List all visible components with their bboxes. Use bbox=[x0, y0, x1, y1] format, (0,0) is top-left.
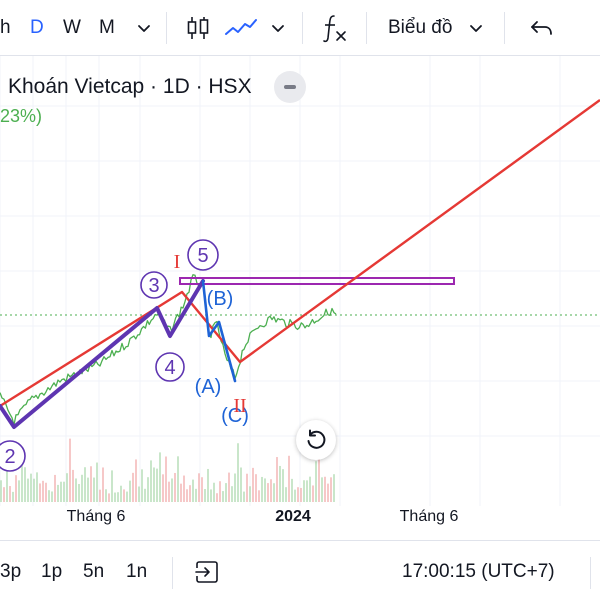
impulse-wave-line bbox=[0, 279, 205, 429]
formula-icon[interactable] bbox=[320, 12, 350, 44]
wave-label-c: (C) bbox=[221, 405, 249, 427]
bottom-toolbar: 3p 1p 5n 1n 17:00:15 (UTC+7) bbox=[0, 540, 600, 600]
svg-text:5: 5 bbox=[197, 245, 208, 267]
svg-text:3: 3 bbox=[148, 275, 159, 297]
chevron-down-icon[interactable] bbox=[134, 18, 154, 38]
interval-d-button[interactable]: D bbox=[30, 17, 44, 38]
range-5n-button[interactable]: 5n bbox=[83, 561, 105, 582]
toolbar-divider bbox=[302, 12, 303, 44]
clock-timezone[interactable]: 17:00:15 (UTC+7) bbox=[402, 561, 555, 582]
reset-chart-button[interactable] bbox=[296, 420, 336, 460]
time-axis-label: Tháng 6 bbox=[66, 508, 126, 525]
mark-i-label: I bbox=[174, 251, 181, 273]
chart-area[interactable]: 3 4 5 2 (B) (A) (C) I II Khoán Vietcap ·… bbox=[0, 56, 600, 540]
interval-w-button[interactable]: W bbox=[63, 17, 81, 38]
chart-type-dropdown[interactable]: Biểu đồ bbox=[388, 17, 453, 38]
toolbar-divider bbox=[172, 557, 173, 589]
toolbar-divider bbox=[504, 12, 505, 44]
line-chart-icon[interactable] bbox=[224, 14, 258, 42]
toolbar-divider bbox=[166, 12, 167, 44]
top-toolbar: h D W M Biểu đồ bbox=[0, 0, 600, 56]
resistance-zone bbox=[179, 277, 455, 285]
wave-label-5: 5 bbox=[187, 239, 219, 271]
interval-m-button[interactable]: M bbox=[99, 17, 115, 38]
time-axis-label: 2024 bbox=[275, 508, 311, 525]
price-chart[interactable]: 3 4 5 2 (B) (A) (C) I II bbox=[0, 56, 600, 540]
collapse-icon[interactable] bbox=[273, 71, 306, 103]
channel-line bbox=[0, 99, 600, 408]
range-1p-button[interactable]: 1p bbox=[41, 561, 63, 582]
price-change-percent: 23%) bbox=[0, 106, 43, 126]
wave-label-2: 2 bbox=[0, 440, 26, 472]
wave-label-3: 3 bbox=[140, 271, 168, 299]
wave-label-a: (A) bbox=[195, 376, 222, 398]
correction-wave-line bbox=[201, 279, 237, 383]
chevron-down-icon[interactable] bbox=[268, 18, 288, 38]
chart-grid bbox=[0, 56, 600, 506]
time-axis-label: Tháng 6 bbox=[399, 508, 459, 525]
candlestick-icon[interactable] bbox=[184, 14, 212, 42]
symbol-title[interactable]: Khoán Vietcap · 1D · HSX bbox=[8, 75, 252, 98]
wave-label-4: 4 bbox=[155, 352, 185, 382]
toolbar-divider bbox=[366, 12, 367, 44]
price-line bbox=[0, 274, 337, 426]
svg-text:4: 4 bbox=[164, 357, 175, 379]
reset-icon bbox=[304, 428, 328, 452]
range-1n-button[interactable]: 1n bbox=[126, 561, 148, 582]
replay-icon[interactable] bbox=[194, 559, 222, 585]
undo-icon[interactable] bbox=[528, 14, 556, 42]
symbol-header: Khoán Vietcap · 1D · HSX bbox=[0, 71, 306, 103]
svg-text:2: 2 bbox=[4, 446, 15, 468]
toolbar-divider bbox=[590, 557, 591, 589]
wave-label-b: (B) bbox=[207, 288, 234, 310]
time-axis: Tháng 6 2024 Tháng 6 bbox=[0, 508, 600, 540]
mark-ii-label: II bbox=[233, 395, 246, 417]
interval-h-button[interactable]: h bbox=[0, 17, 11, 38]
range-3p-button[interactable]: 3p bbox=[0, 561, 22, 582]
chevron-down-icon[interactable] bbox=[466, 18, 486, 38]
volume-bars bbox=[0, 438, 335, 502]
